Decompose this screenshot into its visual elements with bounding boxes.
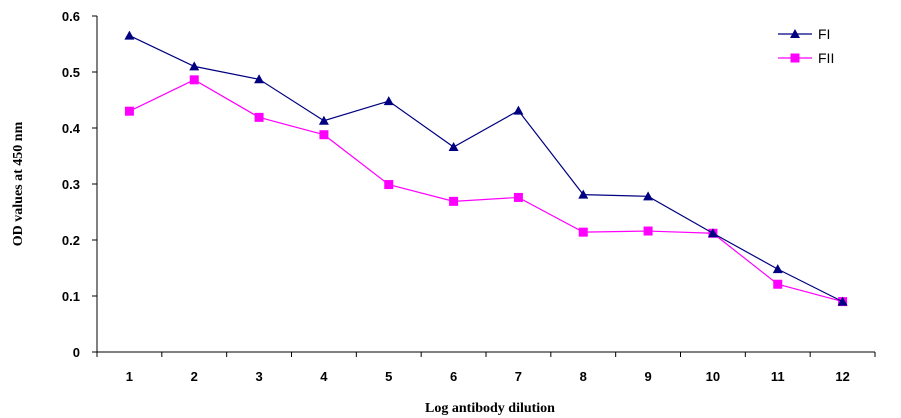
y-tick-label: 0.5 [62, 65, 80, 80]
legend-marker-fi [790, 29, 800, 38]
y-tick-label: 0.2 [62, 233, 80, 248]
data-point-fii [578, 227, 588, 237]
x-tick-label: 7 [515, 369, 522, 384]
data-point-fi [643, 191, 654, 201]
axes [96, 16, 875, 353]
y-tick-label: 0.1 [62, 289, 80, 304]
x-tick-label: 4 [320, 369, 328, 384]
x-tick-label: 2 [191, 369, 198, 384]
data-point-fii [384, 180, 394, 190]
x-tick-label: 8 [580, 369, 587, 384]
x-tick-label: 9 [644, 369, 651, 384]
x-tick-label: 12 [835, 369, 849, 384]
y-axis-ticks: 0 0.1 0.2 0.3 0.4 0.5 0.6 [62, 9, 97, 360]
data-point-fii [449, 196, 459, 206]
x-axis-ticks: 1 2 3 4 5 6 7 8 9 10 11 12 [96, 352, 876, 384]
data-point-fi [513, 105, 524, 115]
data-point-fii [513, 192, 523, 202]
legend: FI FII [778, 26, 834, 66]
y-tick-label: 0.3 [62, 177, 80, 192]
y-axis-title: OD values at 450 nm [11, 121, 26, 246]
series-fii [124, 75, 848, 307]
series-line-fi [129, 35, 843, 303]
data-point-fi [578, 189, 589, 199]
y-tick-label: 0 [73, 345, 80, 360]
legend-marker-fii [790, 53, 800, 63]
y-tick-label: 0.4 [62, 121, 81, 136]
x-tick-label: 11 [771, 369, 785, 384]
data-point-fii [189, 75, 199, 85]
legend-label-fi: FI [818, 26, 830, 42]
data-point-fi [837, 296, 848, 306]
data-point-fi [254, 74, 265, 84]
data-point-fi [124, 30, 135, 40]
x-tick-label: 1 [126, 369, 133, 384]
legend-label-fii: FII [818, 50, 834, 66]
x-axis-title: Log antibody dilution [425, 401, 555, 416]
x-tick-label: 5 [385, 369, 392, 384]
data-point-fi [707, 228, 718, 238]
data-point-fi [448, 142, 459, 152]
data-point-fi [772, 264, 783, 274]
data-point-fii [643, 226, 653, 236]
x-tick-label: 10 [706, 369, 720, 384]
x-tick-label: 6 [450, 369, 457, 384]
series-line-fii [129, 79, 843, 303]
data-point-fii [124, 106, 134, 116]
series-fi [124, 30, 848, 306]
data-point-fii [254, 112, 264, 122]
data-point-fii [319, 130, 329, 140]
data-point-fii [773, 279, 783, 289]
data-point-fi [189, 61, 200, 71]
data-point-fi [318, 115, 329, 125]
y-tick-label: 0.6 [62, 9, 80, 24]
data-point-fi [383, 96, 394, 106]
series-layer [124, 30, 848, 307]
x-tick-label: 3 [255, 369, 262, 384]
